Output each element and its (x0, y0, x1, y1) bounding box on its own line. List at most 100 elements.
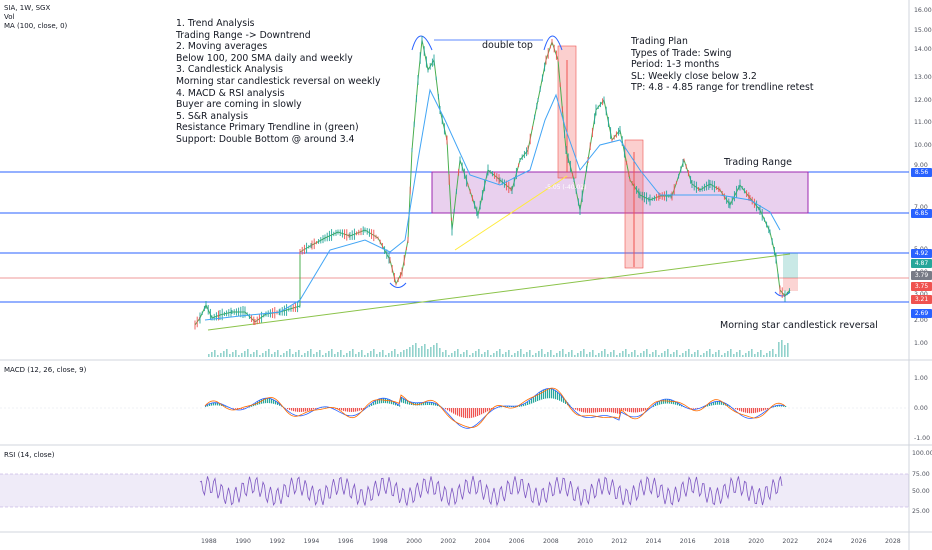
volume-bar (574, 355, 576, 357)
double-top-label[interactable]: double top (482, 40, 533, 51)
macd-histogram-bar (401, 397, 403, 403)
macd-histogram-bar (645, 408, 647, 411)
macd-histogram-bar (559, 393, 561, 401)
macd-histogram-bar (543, 390, 545, 400)
macd-histogram-bar (233, 408, 235, 409)
volume-bar (637, 355, 639, 357)
volume-bar (601, 351, 603, 357)
trading-range-box[interactable] (431, 171, 809, 214)
volume-bar (625, 349, 627, 357)
volume-bar (658, 355, 660, 357)
macd-histogram-bar (431, 402, 433, 406)
macd-histogram-bar (223, 404, 225, 407)
stop-loss-zone[interactable] (783, 278, 798, 291)
moving-average-line[interactable] (204, 88, 781, 321)
macd-histogram-bar (415, 402, 417, 406)
volume-bar (688, 349, 690, 357)
macd-histogram-bar (727, 404, 729, 407)
macd-histogram-bar (457, 408, 459, 416)
macd-histogram-bar (309, 408, 311, 411)
volume-bar (544, 354, 546, 357)
macd-histogram-bar (499, 406, 501, 408)
volume-bar (649, 354, 651, 357)
macd-histogram-bar (399, 405, 401, 407)
volume-bar (661, 353, 663, 357)
macd-histogram-bar (387, 398, 389, 404)
macd-histogram-bar (641, 408, 643, 412)
volume-bar (787, 343, 789, 357)
macd-histogram-bar (759, 408, 761, 412)
volume-bar (733, 354, 735, 357)
macd-histogram-bar (757, 408, 759, 413)
volume-indicator-label[interactable]: Vol (4, 13, 15, 21)
volume-bar (634, 350, 636, 357)
time-axis-label: 1996 (337, 538, 354, 545)
macd-histogram-bar (575, 408, 577, 410)
macd-histogram-bar (205, 406, 207, 408)
macd-label[interactable]: MACD (12, 26, close, 9) (4, 366, 87, 374)
macd-histogram-bar (511, 406, 513, 408)
macd-histogram-bar (291, 408, 293, 411)
volume-bar (274, 352, 276, 357)
macd-histogram-bar (551, 388, 553, 399)
volume-bar (679, 355, 681, 357)
ma-indicator-label[interactable]: MA (100, close, 0) (4, 22, 68, 30)
volume-bar (697, 350, 699, 357)
macd-histogram-bar (287, 408, 289, 410)
macd-histogram-bar (519, 405, 521, 407)
macd-histogram-bar (753, 408, 755, 414)
volume-bar (310, 349, 312, 357)
take-profit-zone[interactable] (783, 253, 798, 278)
macd-histogram-bar (273, 399, 275, 404)
trading-plan-note[interactable]: Trading Plan Types of Trade: Swing Perio… (631, 36, 814, 94)
macd-histogram-bar (605, 408, 607, 412)
morning-star-label[interactable]: Morning star candlestick reversal (720, 320, 878, 331)
volume-bar (280, 355, 282, 357)
rsi-axis-label: 25.00 (912, 508, 930, 515)
volume-bar (394, 349, 396, 357)
macd-histogram-bar (391, 400, 393, 405)
volume-bar (583, 349, 585, 357)
volume-bar (748, 351, 750, 357)
macd-histogram-bar (301, 408, 303, 412)
macd-histogram-bar (477, 408, 479, 417)
macd-histogram-bar (423, 402, 425, 406)
macd-histogram-bar (381, 398, 383, 404)
volume-bar (481, 354, 483, 357)
double-bottom-arc (389, 282, 407, 288)
rsi-label[interactable]: RSI (14, close) (4, 451, 55, 459)
macd-histogram-bar (779, 405, 781, 407)
symbol-title[interactable]: SIA, 1W, SGX (4, 4, 51, 12)
volume-bar (541, 349, 543, 357)
volume-bar (646, 349, 648, 357)
volume-bar (232, 352, 234, 357)
macd-histogram-bar (561, 395, 563, 402)
macd-histogram-bar (609, 408, 611, 413)
macd-histogram-bar (631, 408, 633, 413)
volume-bar (253, 352, 255, 357)
macd-histogram-bar (501, 406, 503, 408)
trading-range-label[interactable]: Trading Range (724, 157, 792, 168)
volume-bar (334, 354, 336, 357)
macd-histogram-bar (461, 408, 463, 418)
volume-bar (610, 352, 612, 357)
primary-trendline[interactable] (207, 253, 791, 331)
macd-histogram-bar (485, 408, 487, 413)
macd-histogram-bar (611, 408, 613, 413)
volume-bar (484, 352, 486, 357)
volume-bar (559, 351, 561, 357)
macd-histogram-bar (489, 408, 491, 411)
time-axis-label: 2020 (748, 538, 764, 545)
volume-bar (370, 351, 372, 357)
volume-bar (496, 351, 498, 357)
yellow-trendline[interactable] (454, 175, 568, 251)
macd-histogram-bar (435, 403, 437, 406)
analysis-note[interactable]: 1. Trend Analysis Trading Range -> Downt… (176, 18, 381, 145)
macd-histogram-bar (785, 405, 787, 407)
macd-histogram-bar (663, 399, 665, 404)
volume-bar (535, 353, 537, 357)
volume-bar (211, 352, 213, 357)
volume-bar (265, 351, 267, 357)
